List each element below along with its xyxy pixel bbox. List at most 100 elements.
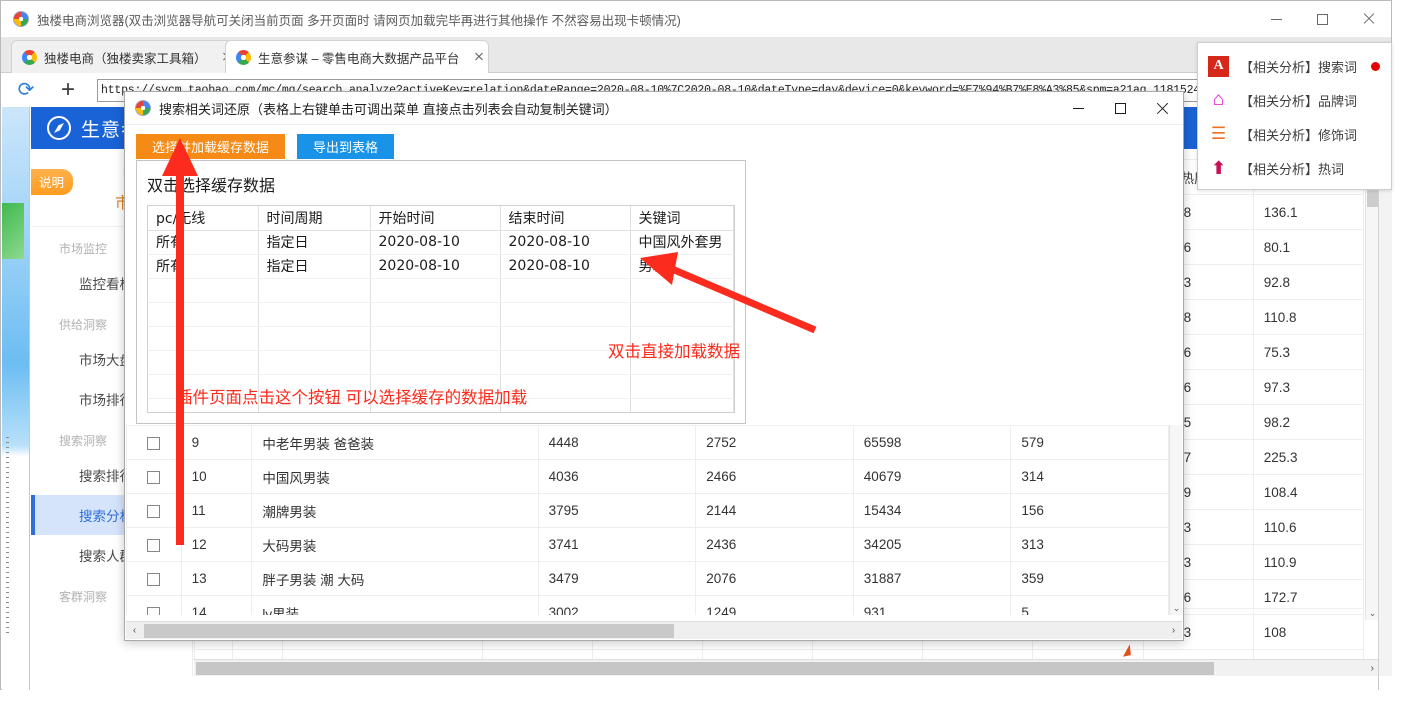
cached-data-panel-title: 双击选择缓存数据 bbox=[147, 178, 276, 195]
row-keyword[interactable]: 大码男装 bbox=[251, 527, 539, 562]
dialog-close-button[interactable] bbox=[1141, 92, 1183, 124]
checkbox-icon[interactable] bbox=[147, 572, 161, 586]
checkbox-icon[interactable] bbox=[147, 436, 161, 450]
sidebar-item-market-ranking[interactable]: 市场排行 bbox=[79, 393, 133, 408]
sidebar-group-customer-insight: 客群洞察 bbox=[59, 590, 108, 604]
ext-item-brand-word[interactable]: ⌂ 【相关分析】品牌词 bbox=[1198, 83, 1391, 117]
cache-row-empty[interactable] bbox=[148, 302, 734, 327]
row-click-rate: 92.8 bbox=[1252, 264, 1365, 300]
row-metric-2: 2076 bbox=[695, 561, 854, 596]
cache-row-empty[interactable] bbox=[148, 278, 734, 303]
table-row[interactable]: 11 潮牌男装 3795 2144 15434 156 bbox=[126, 493, 1169, 528]
row-checkbox[interactable] bbox=[126, 493, 182, 528]
scrollbar-thumb[interactable] bbox=[144, 623, 674, 638]
window-minimize-button[interactable] bbox=[1253, 1, 1299, 37]
cache-row[interactable]: 所有 指定日 2020-08-10 2020-08-10 男装 bbox=[148, 254, 734, 279]
table-row[interactable]: 13 胖子男装 潮 大码 3479 2076 31887 359 bbox=[126, 561, 1169, 596]
scrollbar-thumb[interactable] bbox=[1367, 175, 1378, 207]
row-metric-2: 2436 bbox=[695, 527, 854, 562]
row-click-rate: 110.8 bbox=[1252, 299, 1365, 335]
row-checkbox[interactable] bbox=[126, 527, 182, 562]
checkbox-icon[interactable] bbox=[147, 606, 161, 615]
checkbox-icon[interactable] bbox=[147, 504, 161, 518]
tab-shengyicanmou[interactable]: 生意参谋 – 零售电商大数据产品平台 bbox=[225, 40, 489, 73]
reload-icon[interactable]: ⟳ bbox=[17, 79, 35, 101]
scroll-left-icon[interactable]: ‹ bbox=[132, 625, 137, 636]
table-row[interactable]: 14 lv男装 3002 1249 931 5 bbox=[126, 595, 1169, 615]
close-icon bbox=[1362, 13, 1374, 25]
row-checkbox[interactable] bbox=[126, 459, 182, 494]
scrollbar-thumb[interactable] bbox=[196, 662, 1215, 675]
checkbox-icon[interactable] bbox=[147, 538, 161, 552]
sidebar-item-monitor-board[interactable]: 监控看板 bbox=[79, 277, 133, 292]
tab-duloudianshang[interactable]: 独楼电商（独楼卖家工具箱） bbox=[11, 40, 233, 73]
row-checkbox[interactable] bbox=[126, 561, 182, 596]
cache-row-empty[interactable] bbox=[148, 326, 734, 351]
ext-item-label: 【相关分析】品牌词 bbox=[1240, 93, 1358, 109]
checkbox-icon[interactable] bbox=[147, 470, 161, 484]
row-keyword[interactable]: lv男装 bbox=[251, 595, 539, 615]
row-keyword[interactable]: 中国风男装 bbox=[251, 459, 539, 494]
cache-row[interactable]: 所有 指定日 2020-08-10 2020-08-10 中国风外套男 bbox=[148, 230, 734, 255]
dialog-horizontal-scrollbar[interactable]: ‹ › bbox=[126, 621, 1182, 639]
dialog-maximize-button[interactable] bbox=[1099, 92, 1141, 124]
cache-row-empty[interactable] bbox=[148, 398, 734, 412]
list-lines-icon: ☰ bbox=[1210, 124, 1227, 143]
row-metric-2: 2752 bbox=[695, 425, 854, 460]
viewport-vertical-scrollbar[interactable] bbox=[1378, 107, 1392, 676]
background-page-peek[interactable] bbox=[2, 107, 30, 690]
peek-green-block bbox=[2, 203, 24, 259]
row-checkbox[interactable] bbox=[126, 425, 182, 460]
dialog-title-bar: 搜索相关词还原（表格上右键单击可调出菜单 直接点击列表会自动复制关键词） bbox=[125, 92, 1183, 125]
row-metric-3: 65598 bbox=[852, 425, 1012, 460]
export-to-spreadsheet-button[interactable]: 导出到表格 bbox=[297, 134, 395, 159]
sidebar-item-search-audience[interactable]: 搜索人群 bbox=[79, 549, 133, 564]
row-pieces: 314 bbox=[1010, 459, 1169, 494]
row-click-rate: 110.6 bbox=[1252, 509, 1365, 545]
sidebar-group-supply-insight: 供给洞察 bbox=[59, 318, 108, 332]
row-keyword[interactable]: 胖子男装 潮 大码 bbox=[251, 561, 539, 596]
window-maximize-button[interactable] bbox=[1299, 1, 1345, 37]
ext-item-hot-word[interactable]: ⬆ 【相关分析】热词 bbox=[1198, 151, 1391, 185]
cache-row-empty[interactable] bbox=[148, 350, 734, 375]
row-click-rate: 80.1 bbox=[1252, 229, 1365, 265]
cache-cell-device: 所有 bbox=[148, 254, 259, 279]
scroll-right-icon[interactable]: › bbox=[1171, 625, 1176, 636]
scroll-down-icon[interactable]: ⌄ bbox=[1368, 608, 1377, 618]
cache-row-empty[interactable] bbox=[148, 374, 734, 399]
new-tab-icon[interactable]: + bbox=[60, 76, 75, 103]
window-close-button[interactable] bbox=[1345, 1, 1391, 37]
row-keyword[interactable]: 中老年男装 爸爸装 bbox=[251, 425, 539, 460]
table-vertical-scrollbar[interactable]: ⌃ ⌄ bbox=[1365, 159, 1378, 620]
sidebar-help-badge[interactable]: 说明 bbox=[31, 169, 74, 195]
dialog-table-vertical-scrollbar[interactable]: ⌄ bbox=[1169, 425, 1182, 615]
table-row[interactable]: 9 中老年男装 爸爸装 4448 2752 65598 579 bbox=[126, 425, 1169, 460]
row-keyword[interactable]: 潮牌男装 bbox=[251, 493, 539, 528]
page-horizontal-scrollbar[interactable]: › bbox=[194, 659, 1378, 676]
maximize-icon bbox=[1114, 102, 1126, 114]
scroll-down-icon[interactable]: ⌄ bbox=[1172, 603, 1181, 613]
sidebar-item-search-ranking[interactable]: 搜索排行 bbox=[79, 469, 133, 484]
scroll-right-icon[interactable]: › bbox=[1370, 663, 1374, 674]
row-index: 12 bbox=[180, 527, 253, 562]
annotation-double-click-load: 双击直接加载数据 bbox=[608, 343, 740, 361]
load-cached-data-button[interactable]: 选择并加载缓存数据 bbox=[136, 134, 286, 159]
compass-icon bbox=[47, 116, 71, 140]
table-row[interactable]: 10 中国风男装 4036 2466 40679 314 bbox=[126, 459, 1169, 494]
cache-cell-start: 2020-08-10 bbox=[370, 230, 501, 255]
row-checkbox[interactable] bbox=[126, 595, 182, 615]
cache-cell-device: 所有 bbox=[148, 230, 259, 255]
ext-item-search-word[interactable]: A 【相关分析】搜索词 bbox=[1198, 49, 1391, 83]
row-click-rate: 75.3 bbox=[1252, 334, 1365, 370]
sidebar-item-market-overview[interactable]: 市场大盘 bbox=[79, 353, 133, 368]
tab-close-icon[interactable] bbox=[471, 49, 487, 65]
close-icon bbox=[1156, 102, 1169, 115]
table-row[interactable]: 12 大码男装 3741 2436 34205 313 bbox=[126, 527, 1169, 562]
row-metric-1: 3795 bbox=[537, 493, 697, 528]
cache-cell-end: 2020-08-10 bbox=[500, 230, 631, 255]
dialog-minimize-button[interactable] bbox=[1057, 92, 1099, 124]
maximize-icon bbox=[1316, 13, 1328, 25]
browser-window-title: 独楼电商浏览器(双击浏览器导航可关闭当前页面 多开页面时 请网页加载完毕再进行其… bbox=[37, 13, 681, 28]
ext-item-modifier-word[interactable]: ☰ 【相关分析】修饰词 bbox=[1198, 117, 1391, 151]
row-pieces: 359 bbox=[1010, 561, 1169, 596]
